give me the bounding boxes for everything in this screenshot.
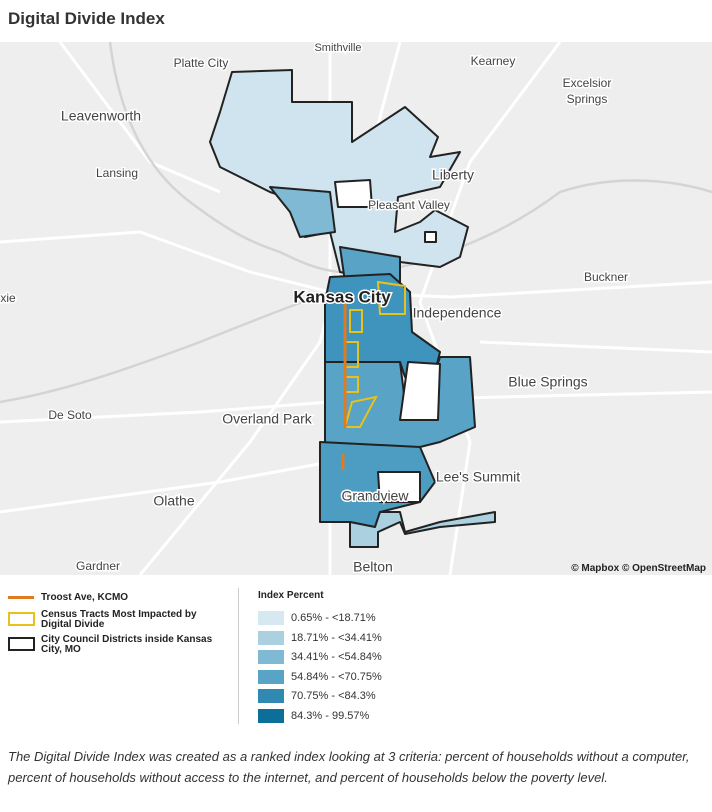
class-label: 0.65% - <18.71% xyxy=(291,612,376,624)
place-label: Springs xyxy=(567,92,608,106)
place-label: Overland Park xyxy=(222,411,312,427)
legend-label: City Council Districts inside Kansas Cit… xyxy=(41,634,213,655)
class-label: 84.3% - 99.57% xyxy=(291,709,370,722)
place-label: Excelsior xyxy=(563,76,612,90)
box-symbol xyxy=(8,637,35,651)
place-label: Grandview xyxy=(342,488,410,504)
place-label: Lansing xyxy=(96,166,138,180)
swatch xyxy=(258,630,284,645)
place-label: Gardner xyxy=(76,559,120,573)
swatch xyxy=(258,650,284,664)
swatch xyxy=(258,611,284,625)
box-symbol xyxy=(8,612,35,626)
swatch xyxy=(258,708,284,723)
place-label: Lee's Summit xyxy=(436,469,520,485)
class-label: 34.41% - <54.84% xyxy=(291,651,382,663)
caption: The Digital Divide Index was created as … xyxy=(8,749,690,785)
place-label: Blue Springs xyxy=(508,374,587,390)
legend-title: Index Percent xyxy=(258,590,324,601)
class-label: 54.84% - <70.75% xyxy=(291,670,382,683)
place-labels: Smithville Platte City Kearney Excelsior Spr… xyxy=(0,42,630,575)
place-label: Pleasant Valley xyxy=(368,198,450,212)
place-label: Kansas City xyxy=(293,287,391,306)
place-label: Kearney xyxy=(471,54,516,68)
swatch xyxy=(258,669,284,684)
map: Smithville Platte City Kearney Excelsior Spr… xyxy=(0,42,712,575)
divider xyxy=(238,588,239,724)
attribution: © Mapbox © OpenStreetMap xyxy=(571,563,706,574)
class-label: 18.71% - <34.41% xyxy=(291,631,382,644)
place-label: Leavenworth xyxy=(61,108,141,124)
council-districts xyxy=(209,69,496,548)
place-label: Platte City xyxy=(174,56,229,70)
place-label: De Soto xyxy=(48,408,92,422)
place-label: Buckner xyxy=(584,270,628,284)
line-symbol xyxy=(8,596,34,599)
place-label: Liberty xyxy=(432,167,474,183)
legend-label: Census Tracts Most Impacted by Digital D… xyxy=(41,609,197,630)
place-label: Olathe xyxy=(153,493,194,509)
title: Digital Divide Index xyxy=(8,9,165,28)
class-label: 70.75% - <84.3% xyxy=(291,690,376,702)
legend-label: Troost Ave, KCMO xyxy=(41,592,129,603)
place-label: Independence xyxy=(413,305,502,321)
place-label: xie xyxy=(0,291,16,305)
swatch xyxy=(258,689,284,703)
place-label: Belton xyxy=(353,559,393,575)
place-label: Smithville xyxy=(314,42,361,54)
